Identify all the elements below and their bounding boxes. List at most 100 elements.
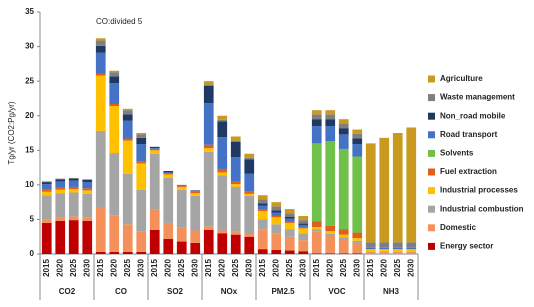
x-tick-label: 2020 bbox=[271, 259, 280, 277]
bar-segment bbox=[136, 144, 147, 162]
x-tick-label: 2020 bbox=[379, 259, 388, 277]
bar-segment bbox=[392, 249, 403, 252]
bar-segment bbox=[271, 224, 282, 234]
bar-segment bbox=[284, 222, 295, 230]
bar-segment bbox=[230, 157, 241, 182]
bar-segment bbox=[352, 242, 363, 254]
legend-label: Domestic bbox=[440, 223, 477, 232]
bar-segment bbox=[95, 251, 106, 254]
bar-segment bbox=[95, 45, 106, 53]
bar-segment bbox=[406, 247, 417, 250]
legend-swatch bbox=[428, 187, 435, 195]
bar-segment bbox=[271, 206, 282, 211]
bar-segment bbox=[68, 216, 79, 221]
bar-segment bbox=[176, 186, 187, 190]
bar-segment bbox=[311, 229, 322, 232]
bar-segment bbox=[203, 144, 214, 149]
bar-segment bbox=[392, 242, 403, 248]
bar-segment bbox=[41, 184, 52, 190]
bar-segment bbox=[217, 119, 228, 122]
bar-segment bbox=[325, 119, 336, 127]
bar-segment bbox=[392, 247, 403, 250]
legend-label: Energy sector bbox=[440, 242, 493, 251]
bar-segment bbox=[244, 193, 255, 196]
bar-segment bbox=[149, 148, 160, 149]
x-tick-label: 2030 bbox=[298, 259, 307, 277]
bar-segment bbox=[298, 240, 309, 252]
x-tick-label: 2025 bbox=[123, 259, 132, 277]
bar-segment bbox=[163, 171, 174, 173]
y-tick-label: 5 bbox=[30, 215, 35, 224]
bar-segment bbox=[284, 216, 295, 219]
bar-segment bbox=[149, 148, 160, 151]
bar-segment bbox=[122, 251, 133, 254]
bar-segment bbox=[217, 233, 228, 254]
bar-segment bbox=[217, 230, 228, 234]
bar-segment bbox=[163, 173, 174, 175]
legend-swatch bbox=[428, 168, 435, 176]
bar-segment bbox=[122, 173, 133, 225]
bar-segment bbox=[352, 133, 363, 139]
bar-segment bbox=[406, 251, 417, 252]
x-tick-label: 2015 bbox=[204, 259, 213, 277]
bar-segment bbox=[257, 219, 268, 230]
bar-segment bbox=[41, 222, 52, 254]
bar-segment bbox=[338, 234, 349, 238]
bar-segment bbox=[230, 141, 241, 158]
bar-segment bbox=[82, 220, 93, 254]
bar-segment bbox=[352, 232, 363, 239]
x-tick-label: 2025 bbox=[285, 259, 294, 277]
bar-segment bbox=[217, 115, 228, 120]
bar-segment bbox=[392, 251, 403, 252]
bar-segment bbox=[68, 178, 79, 181]
bar-segment bbox=[338, 148, 349, 230]
legend-label: Non_road mobile bbox=[440, 111, 506, 120]
bar-segment bbox=[122, 108, 133, 111]
bar-segment bbox=[257, 199, 268, 204]
bar-segment bbox=[163, 172, 174, 174]
bar-segment bbox=[298, 228, 309, 234]
bar-segment bbox=[325, 233, 336, 237]
bar-segment bbox=[109, 70, 120, 73]
bar-segment bbox=[122, 114, 133, 121]
bar-segment bbox=[230, 136, 241, 141]
bar-segment bbox=[284, 218, 295, 222]
bar-segment bbox=[352, 129, 363, 134]
bar-segment bbox=[203, 229, 214, 254]
bar-segment bbox=[122, 110, 133, 115]
bar-segment bbox=[284, 221, 295, 223]
bar-segment bbox=[284, 213, 295, 217]
bar-segment bbox=[379, 249, 390, 252]
bar-segment bbox=[352, 240, 363, 243]
legend-label: Industrial processes bbox=[440, 186, 518, 195]
bar-segment bbox=[406, 249, 417, 252]
bar-segment bbox=[122, 224, 133, 252]
bar-segment bbox=[298, 224, 309, 228]
bar-segment bbox=[122, 138, 133, 141]
legend-label: Road transport bbox=[440, 130, 498, 139]
bar-segment bbox=[338, 128, 349, 135]
bar-segment bbox=[109, 215, 120, 252]
bar-segment bbox=[244, 233, 255, 237]
x-tick-label: 2030 bbox=[136, 259, 145, 277]
bar-segment bbox=[122, 140, 133, 174]
bar-segment bbox=[82, 193, 93, 218]
group-label: PM2.5 bbox=[271, 287, 295, 296]
bar-segment bbox=[271, 249, 282, 254]
bar-segment bbox=[230, 231, 241, 235]
bar-segment bbox=[68, 192, 79, 217]
group-label: CO bbox=[115, 287, 127, 296]
bar-segment bbox=[136, 161, 147, 164]
group-label: VOC bbox=[328, 287, 346, 296]
bar-segment bbox=[163, 238, 174, 254]
bar-segment bbox=[68, 220, 79, 254]
bar-segment bbox=[109, 76, 120, 84]
bar-segment bbox=[311, 231, 322, 254]
bar-segment bbox=[244, 195, 255, 234]
bar-segment bbox=[217, 175, 228, 231]
x-tick-label: 2030 bbox=[406, 259, 415, 277]
bar-segment bbox=[257, 249, 268, 254]
group-label: SO2 bbox=[167, 287, 184, 296]
bar-segment bbox=[298, 227, 309, 229]
